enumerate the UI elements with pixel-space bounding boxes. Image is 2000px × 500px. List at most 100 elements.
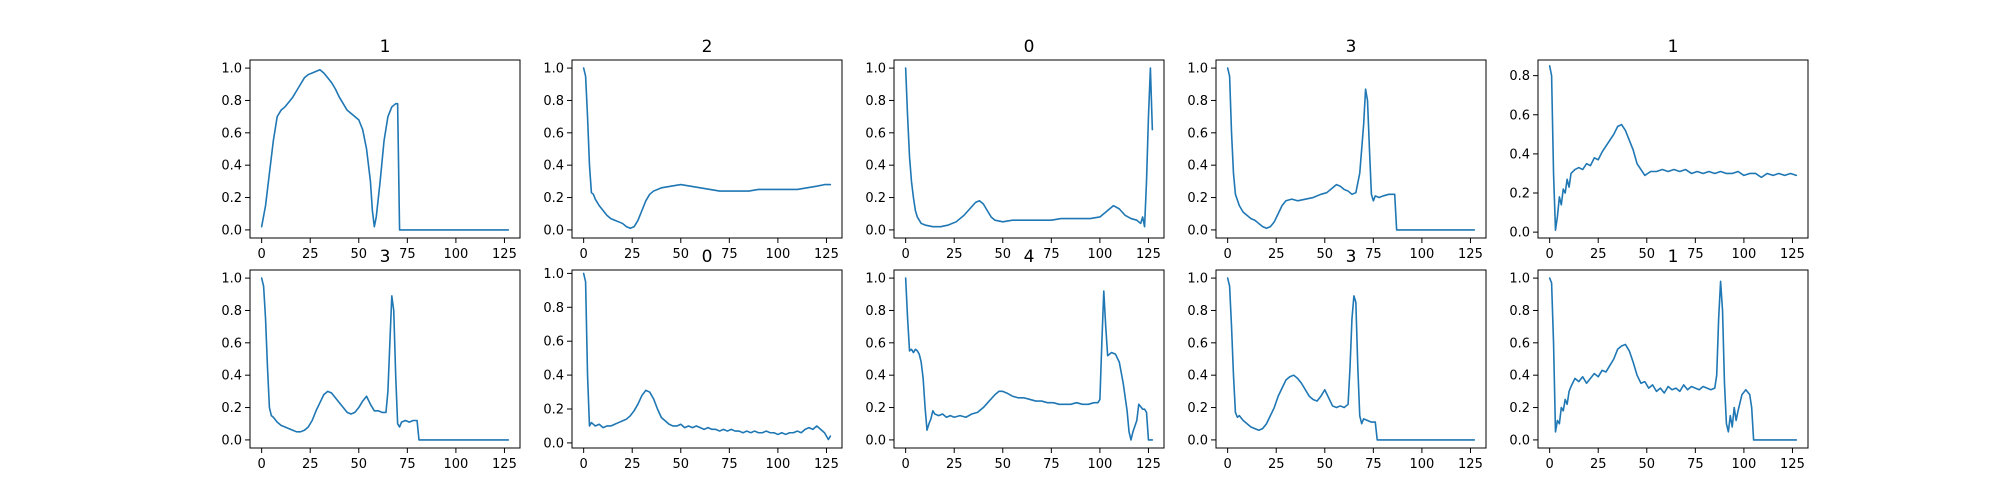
- y-tick-label: 0.4: [221, 159, 242, 174]
- y-tick-label: 0.0: [865, 433, 886, 448]
- x-tick-label: 100: [765, 457, 790, 472]
- x-tick-label: 125: [1136, 457, 1161, 472]
- y-tick-label: 0.2: [1509, 401, 1530, 416]
- x-tick-label: 100: [1409, 457, 1434, 472]
- x-tick-label: 125: [814, 457, 839, 472]
- x-tick-label: 75: [1043, 247, 1060, 262]
- y-tick-label: 1.0: [1187, 62, 1208, 77]
- series-line: [582, 272, 832, 441]
- axes-frame: [893, 59, 1165, 239]
- x-tick-label: 100: [1409, 247, 1434, 262]
- axes-frame: [571, 269, 843, 449]
- subplot-7: 4 0 25 50 75 100 125 0.0 0.2 0.4 0.6 0.8 1.0: [865, 247, 1165, 472]
- subplot-title: 2: [702, 37, 713, 57]
- y-tick-label: 0.0: [221, 223, 242, 238]
- x-tick-label: 0: [1546, 247, 1554, 262]
- x-tick-label: 50: [673, 247, 690, 262]
- series-line: [260, 277, 510, 441]
- y-tick-label: 0.4: [543, 369, 564, 384]
- x-tick-label: 125: [1780, 247, 1805, 262]
- x-tick-label: 0: [902, 247, 910, 262]
- subplot-8: 3 0 25 50 75 100 125 0.0 0.2 0.4 0.6 0.8 1.0: [1187, 247, 1487, 472]
- x-tick-label: 100: [443, 247, 468, 262]
- x-tick-label: 75: [1687, 247, 1704, 262]
- y-tick-label: 0.2: [543, 191, 564, 206]
- y-tick-label: 0.0: [543, 223, 564, 238]
- x-tick-label: 50: [995, 247, 1012, 262]
- y-tick-label: 1.0: [221, 62, 242, 77]
- series-line: [1226, 277, 1476, 441]
- x-tick-label: 0: [258, 457, 266, 472]
- y-tick-label: 0.6: [1187, 336, 1208, 351]
- x-tick-label: 50: [1639, 457, 1656, 472]
- y-tick-label: 0.6: [221, 336, 242, 351]
- y-tick-label: 0.8: [221, 304, 242, 319]
- y-tick-label: 0.4: [221, 369, 242, 384]
- x-tick-label: 0: [1224, 247, 1232, 262]
- series-line: [1548, 65, 1798, 231]
- y-tick-label: 0.2: [865, 191, 886, 206]
- y-tick-label: 0.8: [1509, 69, 1530, 84]
- subplot-5: 3 0 25 50 75 100 125 0.0 0.2 0.4 0.6 0.8 1.0: [221, 247, 521, 472]
- x-tick-label: 50: [351, 457, 368, 472]
- y-tick-label: 0.4: [1509, 369, 1530, 384]
- x-tick-label: 25: [1268, 457, 1285, 472]
- y-tick-label: 0.0: [1187, 433, 1208, 448]
- x-tick-label: 0: [580, 247, 588, 262]
- x-tick-label: 125: [492, 247, 517, 262]
- subplot-title: 1: [1668, 37, 1679, 57]
- x-tick-label: 75: [721, 247, 738, 262]
- y-tick-label: 0.6: [543, 335, 564, 350]
- y-tick-label: 0.8: [1187, 94, 1208, 109]
- y-tick-label: 0.8: [543, 301, 564, 316]
- y-tick-label: 1.0: [221, 272, 242, 287]
- x-tick-label: 100: [1731, 247, 1756, 262]
- x-tick-label: 75: [721, 457, 738, 472]
- x-tick-label: 100: [1087, 247, 1112, 262]
- x-tick-label: 125: [1136, 247, 1161, 262]
- x-tick-label: 25: [1590, 247, 1607, 262]
- x-tick-label: 50: [351, 247, 368, 262]
- x-tick-label: 25: [1590, 457, 1607, 472]
- x-tick-label: 25: [302, 247, 319, 262]
- y-tick-label: 0.2: [221, 191, 242, 206]
- x-tick-label: 75: [399, 457, 416, 472]
- y-tick-label: 0.8: [865, 304, 886, 319]
- x-tick-label: 100: [1087, 457, 1112, 472]
- x-tick-label: 50: [995, 457, 1012, 472]
- y-tick-label: 0.8: [1187, 304, 1208, 319]
- x-tick-label: 125: [1780, 457, 1805, 472]
- x-tick-label: 25: [624, 457, 641, 472]
- x-tick-label: 75: [1687, 457, 1704, 472]
- series-line: [904, 277, 1154, 441]
- y-tick-label: 0.4: [1187, 369, 1208, 384]
- y-tick-label: 0.0: [865, 223, 886, 238]
- x-tick-label: 0: [1546, 457, 1554, 472]
- y-tick-label: 1.0: [865, 272, 886, 287]
- y-tick-label: 0.6: [1187, 126, 1208, 141]
- y-tick-label: 0.0: [1187, 223, 1208, 238]
- y-tick-label: 0.0: [543, 436, 564, 451]
- x-tick-label: 0: [1224, 457, 1232, 472]
- series-line: [260, 68, 510, 231]
- y-tick-label: 1.0: [1509, 272, 1530, 287]
- y-tick-label: 0.4: [865, 369, 886, 384]
- x-tick-label: 25: [302, 457, 319, 472]
- axes-frame: [893, 269, 1165, 449]
- y-tick-label: 0.8: [543, 94, 564, 109]
- x-tick-label: 25: [946, 247, 963, 262]
- axes-frame: [1537, 269, 1809, 449]
- axes-frame: [249, 59, 521, 239]
- y-tick-label: 1.0: [543, 267, 564, 282]
- x-tick-label: 0: [258, 247, 266, 262]
- x-tick-label: 75: [1043, 457, 1060, 472]
- subplot-title: 1: [380, 37, 391, 57]
- x-tick-label: 0: [902, 457, 910, 472]
- y-tick-label: 0.6: [865, 126, 886, 141]
- axes-frame: [571, 59, 843, 239]
- y-tick-label: 0.2: [865, 401, 886, 416]
- x-tick-label: 100: [765, 247, 790, 262]
- series-line: [582, 67, 832, 230]
- subplot-title: 0: [702, 247, 713, 267]
- axes-frame: [1537, 59, 1809, 239]
